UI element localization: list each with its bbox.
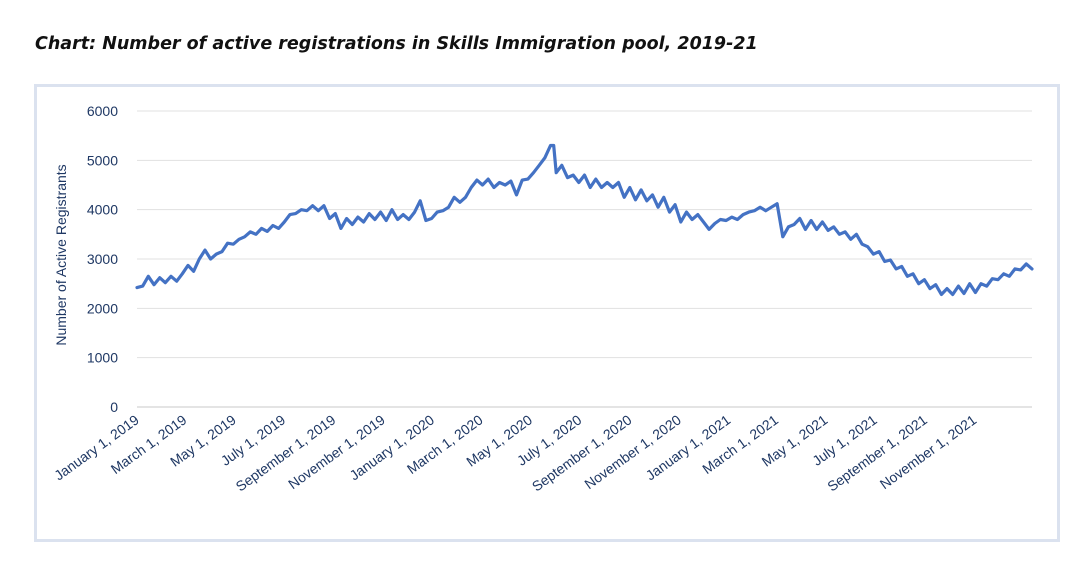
gridlines [137, 110, 1032, 408]
y-tick-labels: 0 1000 2000 3000 4000 5000 6000 [87, 103, 118, 415]
x-tick-label: January 1, 2020 [346, 411, 437, 483]
y-tick-label: 1000 [87, 350, 118, 366]
series-group [135, 143, 1034, 297]
series-line [135, 143, 1034, 297]
y-tick-label: 6000 [87, 103, 118, 119]
y-tick-label: 4000 [87, 202, 118, 218]
chart-title: Chart: Number of active registrations in… [35, 34, 758, 54]
y-axis-label: Number of Active Registrants [53, 164, 69, 345]
y-tick-label: 5000 [87, 152, 118, 168]
x-tick-label: January 1, 2019 [51, 411, 142, 483]
x-tick-label: January 1, 2021 [643, 411, 734, 483]
y-tick-label: 0 [110, 399, 118, 415]
y-tick-label: 3000 [87, 251, 118, 267]
y-tick-label: 2000 [87, 300, 118, 316]
